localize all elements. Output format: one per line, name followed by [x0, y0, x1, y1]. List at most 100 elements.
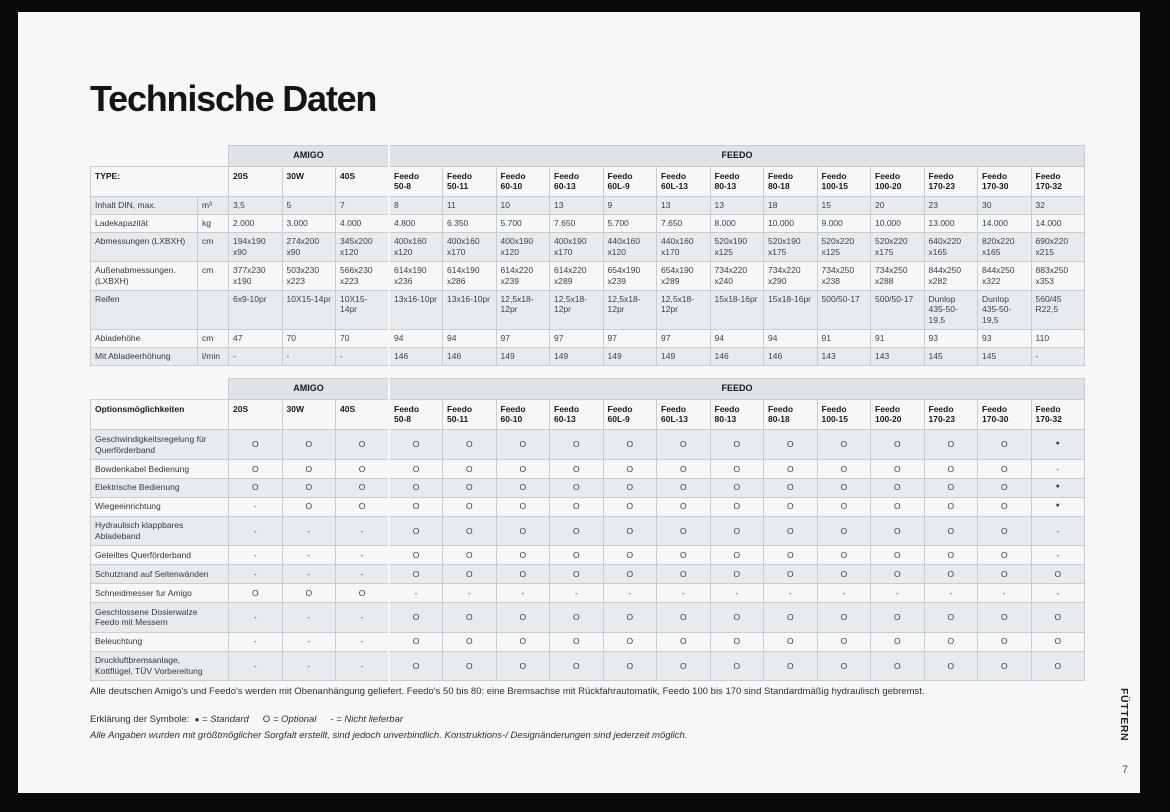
value-cell: O — [816, 477, 871, 498]
value-cell: 97 — [549, 329, 604, 349]
value-cell: - — [335, 602, 390, 633]
value-cell: 500/50-17 — [870, 289, 925, 331]
group-header-amigo: AMIGO — [228, 378, 390, 400]
value-cell: O — [709, 429, 764, 461]
value-cell: - — [709, 583, 764, 604]
value-cell: 15 — [816, 196, 871, 216]
row-label: Außenabmessungen. (LXBXH) — [90, 260, 198, 291]
value-cell: O — [388, 545, 443, 566]
model-column-header: Feedo 50-11 — [442, 398, 497, 431]
value-cell: 13x16-10pr — [442, 289, 497, 331]
value-cell: - — [549, 583, 604, 604]
page-title: Technische Daten — [90, 78, 377, 119]
value-cell: 520x220 x125 — [816, 232, 871, 262]
value-cell: 149 — [602, 347, 657, 366]
legend-optional-symbol: O — [262, 714, 271, 725]
value-cell: 194x190 x90 — [228, 232, 283, 262]
value-cell: O — [816, 515, 871, 547]
value-cell: 94 — [388, 329, 443, 349]
value-cell: O — [602, 631, 657, 652]
model-column-header: Feedo 60L-9 — [602, 165, 657, 198]
symbols-legend: Erklärung der Symbole: ● = Standard O = O… — [90, 714, 1050, 726]
model-header-row: TYPE: 20S 30W 40S Feedo 50-8 Feedo 50-11 Feedo… — [90, 165, 1085, 198]
group-header-spacer — [91, 379, 229, 400]
value-cell: 11 — [442, 196, 497, 216]
value-cell: O — [709, 515, 764, 547]
group-header-amigo: AMIGO — [228, 145, 390, 167]
legend-label: Erklärung der Symbole: — [90, 714, 190, 725]
row-label: Schutzrand auf Seitenwänden — [90, 564, 229, 585]
value-cell: O — [656, 650, 711, 682]
model-column-header: Feedo 100-20 — [870, 398, 925, 431]
value-cell: 97 — [656, 329, 711, 349]
value-cell: 614x190 x236 — [388, 260, 443, 291]
model-column-header: 30W — [281, 398, 336, 431]
table-row: Abladehöhe cm 47 70 70 94 94 97 97 97 97 94 94 91 91 93… — [90, 329, 1085, 349]
row-label: Geschlossene Dosierwalze Feedo mit Messe… — [90, 602, 229, 633]
value-cell: O — [388, 564, 443, 585]
value-cell: O — [763, 515, 818, 547]
value-cell: O — [1030, 631, 1085, 652]
row-label: Beleuchtung — [90, 631, 229, 652]
value-cell: 4.800 — [388, 214, 443, 234]
row-label: Inhalt DIN, max. — [90, 196, 198, 216]
value-cell: O — [335, 583, 390, 604]
value-cell: O — [977, 631, 1032, 652]
value-cell: 400x190 x120 — [495, 232, 550, 262]
value-cell: - — [923, 583, 978, 604]
value-cell: 734x250 x288 — [870, 260, 925, 291]
group-header-feedo: FEEDO — [388, 378, 1085, 400]
value-cell: O — [388, 515, 443, 547]
value-cell: O — [977, 564, 1032, 585]
value-cell: O — [442, 496, 497, 517]
value-cell: O — [709, 496, 764, 517]
value-cell: ● — [1030, 496, 1085, 517]
model-column-header: Feedo 170-32 — [1030, 398, 1085, 431]
value-cell: O — [656, 459, 711, 479]
row-label: Geschwindigkeitsregelung für Querförderb… — [90, 429, 229, 461]
value-cell: 10.000 — [870, 214, 925, 234]
value-cell: 91 — [870, 329, 925, 349]
model-column-header: 40S — [335, 165, 390, 198]
value-cell: O — [709, 564, 764, 585]
value-cell: 4.000 — [335, 214, 390, 234]
value-cell: - — [228, 515, 283, 547]
value-cell: - — [281, 515, 336, 547]
value-cell: O — [709, 477, 764, 498]
row-unit: l/min — [197, 347, 229, 366]
technical-spec-table: AMIGO FEEDO TYPE: 20S 30W 40S Feedo 50-8 Feedo … — [90, 145, 1085, 366]
value-cell: 149 — [656, 347, 711, 366]
value-cell: 690x220 x215 — [1030, 232, 1085, 262]
table-row: Geschwindigkeitsregelung für Querförderb… — [90, 429, 1085, 461]
row-label: Elektrische Bedienung — [90, 477, 229, 498]
model-column-header: Feedo 60-10 — [495, 165, 550, 198]
value-cell: 30 — [977, 196, 1032, 216]
value-cell: O — [763, 545, 818, 566]
value-cell: O — [388, 477, 443, 498]
value-cell: O — [495, 477, 550, 498]
value-cell: O — [977, 545, 1032, 566]
value-cell: O — [870, 459, 925, 479]
value-cell: O — [442, 459, 497, 479]
value-cell: O — [388, 631, 443, 652]
value-cell: 400x190 x170 — [549, 232, 604, 262]
value-cell: 32 — [1030, 196, 1085, 216]
table-row: Geteiltes Querförderband - - - O O O O O O O O O O O O - — [90, 545, 1085, 566]
value-cell: 614x220 x289 — [549, 260, 604, 291]
value-cell: - — [228, 496, 283, 517]
value-cell: - — [495, 583, 550, 604]
table-row: Wiegeeinrichtung - O O O O O O O O O O O O O O ● — [90, 496, 1085, 517]
value-cell: 10X15-14pr — [335, 289, 390, 331]
value-cell: - — [228, 564, 283, 585]
value-cell: O — [816, 429, 871, 461]
table-row: Inhalt DIN, max. m³ 3,5 5 7 8 11 10 13 9 13 13 18 15 2… — [90, 196, 1085, 216]
row-label: Wiegeeinrichtung — [90, 496, 229, 517]
value-cell: ● — [1030, 477, 1085, 498]
value-cell: 146 — [388, 347, 443, 366]
value-cell: 9 — [602, 196, 657, 216]
value-cell: O — [923, 564, 978, 585]
value-cell: O — [388, 429, 443, 461]
model-column-header: Feedo 50-8 — [388, 398, 443, 431]
value-cell: O — [602, 650, 657, 682]
value-cell: 143 — [816, 347, 871, 366]
